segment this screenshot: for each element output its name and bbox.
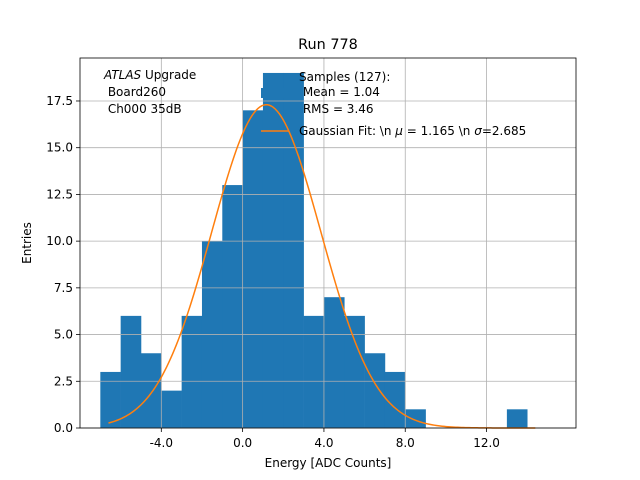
x-axis-ticks: -4.0 0.0 4.0 8.0 12.0 — [150, 428, 500, 450]
legend-fit-mu: μ — [394, 124, 403, 138]
gaussian-fit-curve — [108, 103, 536, 429]
legend-fit-sigma-value: =2.685 — [482, 124, 526, 138]
x-tick-label: 4.0 — [314, 436, 333, 450]
y-tick-label: 12.5 — [46, 187, 73, 201]
y-axis-label: Entries — [20, 222, 34, 264]
histogram-bar — [283, 72, 304, 428]
histogram-bar — [262, 72, 284, 428]
histogram-bar — [140, 353, 162, 428]
histogram-bar — [364, 353, 386, 428]
atlas-annotation: ATLAS Upgrade Board260 Ch000 35dB — [103, 68, 196, 116]
histogram-bar — [506, 409, 528, 428]
annotation-line-3: Ch000 35dB — [104, 102, 182, 116]
y-tick-label: 2.5 — [54, 374, 73, 388]
legend-histogram-swatch — [261, 88, 289, 98]
y-axis-ticks: 0.0 2.5 5.0 7.5 10.0 12.5 15.0 17.5 — [46, 94, 80, 435]
y-tick-label: 15.0 — [46, 141, 73, 155]
annotation-upgrade: Upgrade — [141, 68, 196, 82]
x-tick-label: 8.0 — [396, 436, 415, 450]
y-tick-label: 5.0 — [54, 328, 73, 342]
x-axis-label: Energy [ADC Counts] — [265, 456, 392, 470]
histogram-bar — [405, 409, 426, 428]
x-tick-label: 0.0 — [233, 436, 252, 450]
legend-histogram-line-3: RMS = 3.46 — [299, 102, 374, 116]
y-tick-label: 0.0 — [54, 421, 73, 435]
legend-histogram-line-1: Samples (127): — [299, 70, 390, 84]
plot-area-frame — [79, 57, 577, 429]
annotation-line-1: ATLAS Upgrade — [103, 68, 196, 82]
legend-fit-label: Gaussian Fit: \n μ = 1.165 \n σ=2.685 — [299, 124, 526, 138]
legend-histogram-line-2: Mean = 1.04 — [299, 85, 380, 99]
legend-fit-prefix: Gaussian Fit: \n — [299, 124, 395, 138]
histogram-bar — [161, 390, 182, 428]
annotation-atlas-italic: ATLAS — [103, 68, 142, 82]
histogram-bar — [303, 315, 325, 428]
y-tick-label: 10.0 — [46, 234, 73, 248]
histogram-bar — [344, 315, 365, 428]
legend-fit-mu-value: = 1.165 \n — [403, 124, 474, 138]
annotation-line-2: Board260 — [104, 85, 166, 99]
x-tick-label: 12.0 — [473, 436, 500, 450]
histogram-bar — [242, 110, 264, 428]
histogram-bar — [120, 315, 142, 428]
x-tick-label: -4.0 — [150, 436, 173, 450]
legend: Samples (127): Mean = 1.04 RMS = 3.46 Ga… — [261, 70, 526, 138]
histogram-bar — [323, 297, 345, 428]
histogram-bar — [384, 371, 406, 428]
y-tick-label: 7.5 — [54, 281, 73, 295]
y-tick-label: 17.5 — [46, 94, 73, 108]
histogram-bar — [100, 371, 121, 428]
chart-title: Run 778 — [298, 37, 358, 53]
histogram-bar — [181, 315, 203, 428]
legend-fit-sigma: σ — [474, 124, 482, 138]
histogram-bar — [222, 185, 243, 428]
